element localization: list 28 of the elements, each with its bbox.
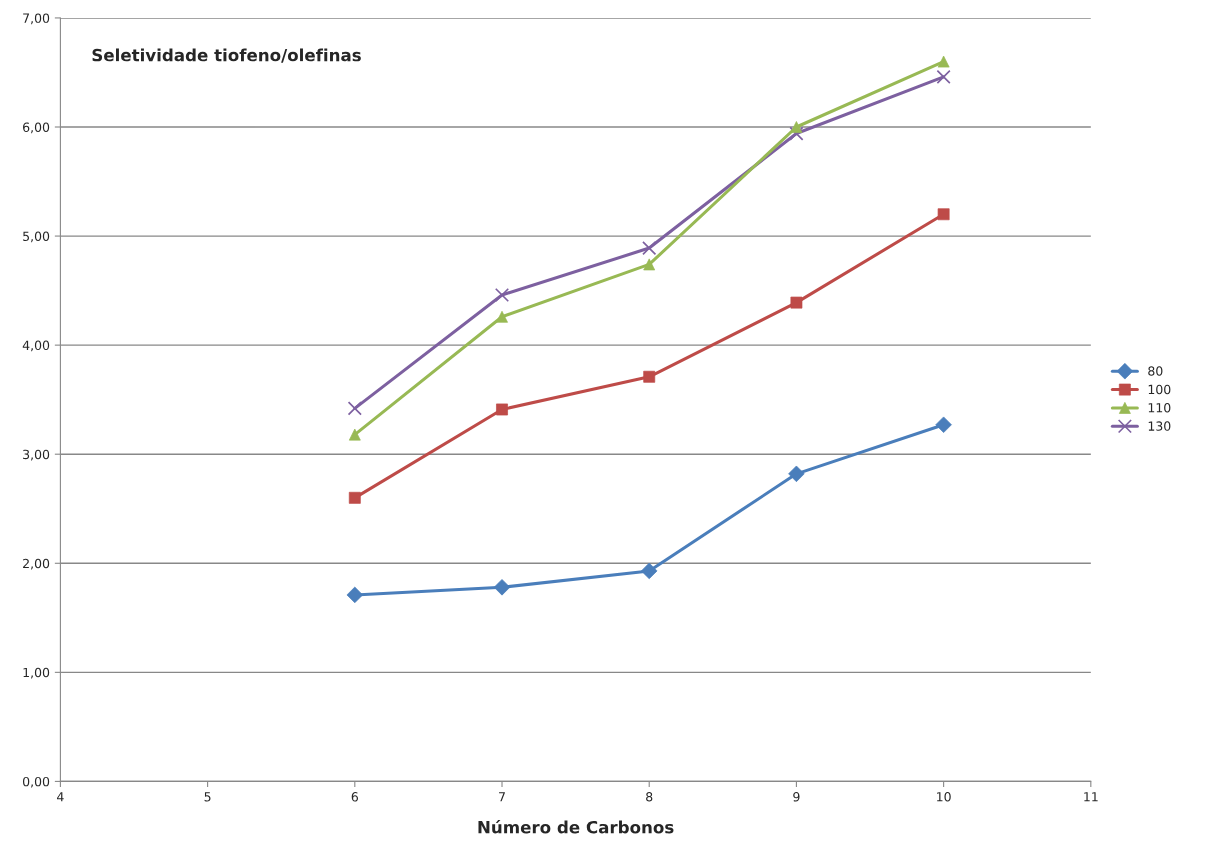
y-tick-label: 3,00 [23,449,50,461]
x-tick-label: 8 [646,792,653,802]
x-tick-label: 5 [204,792,211,802]
x-tick-label: 10 [937,792,951,802]
legend-label: 130 [1148,421,1171,431]
y-tick-label: 2,00 [23,558,50,570]
y-tick-label: 1,00 [23,667,50,679]
x-tick-label: 7 [499,792,505,802]
x-tick-label: 4 [57,792,64,802]
x-axis-title: Número de Carbonos [478,819,674,834]
point [494,287,510,303]
point [789,126,804,141]
y-tick-label: 0,00 [22,776,50,788]
point [496,403,508,416]
x-tick-label: 6 [351,792,358,802]
legend-label: 80 [1148,366,1163,376]
x-tick-label: 9 [793,792,800,802]
text: Seletividade tiofeno/olefinas [92,48,361,63]
point [347,401,362,416]
y-tick-label: 4,00 [22,340,50,352]
legend-label: 100 [1148,384,1171,395]
point [936,69,951,84]
y-tick-label: 5,00 [23,231,50,243]
point [642,240,657,256]
x-tick-label: 11 [1084,792,1098,802]
y-tick-label: 7,00 [23,13,50,25]
y-tick-label: 6,00 [23,122,50,134]
legend-label: 110 [1148,403,1171,413]
